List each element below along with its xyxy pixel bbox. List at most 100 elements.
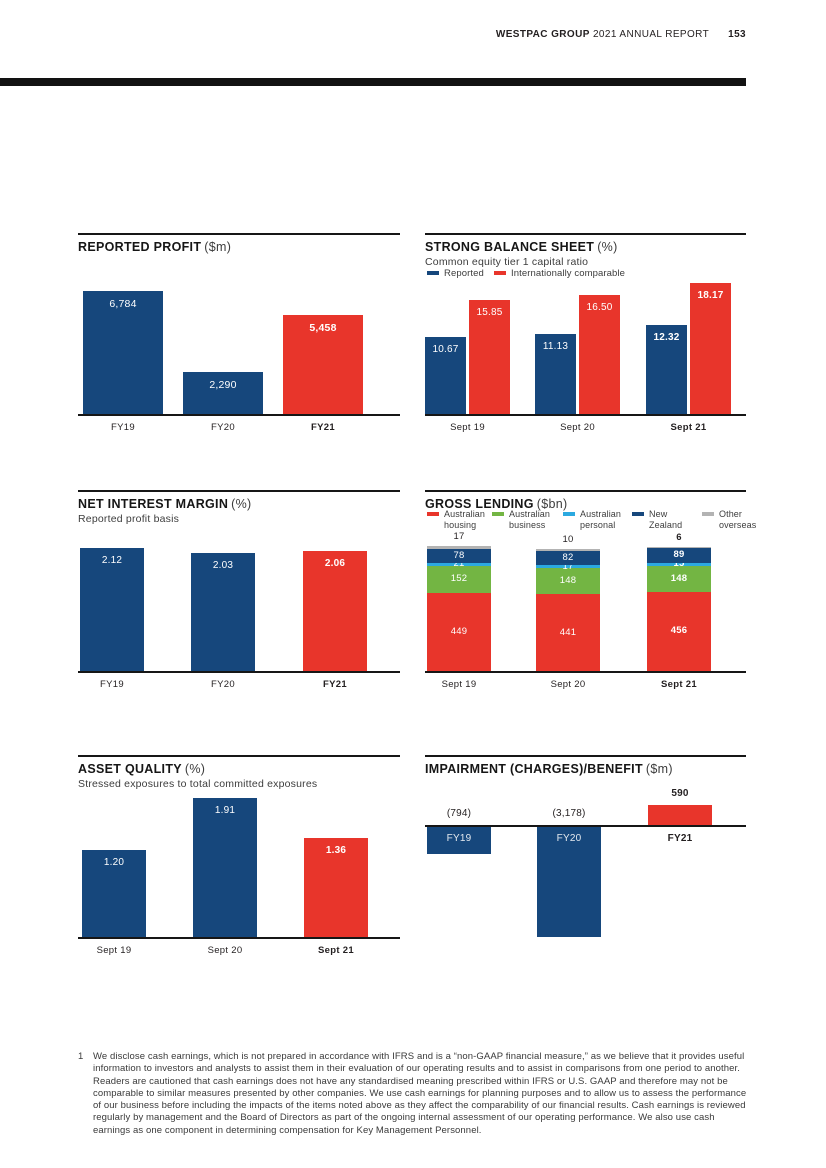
legend-label-line: personal [580,519,616,530]
legend-item: Reported [427,268,484,279]
x-axis-label: FY19 [100,679,124,690]
segment-value-label: 17 [453,531,465,542]
chart-title-text: ASSET QUALITY [78,762,182,776]
bar-segment-gray [427,546,491,549]
zero-axis-line [425,825,746,827]
chart-title-unit: ($m) [645,762,673,776]
x-axis-line [78,671,400,673]
legend-swatch-navy [632,512,644,516]
chart-title-text: NET INTEREST MARGIN [78,497,229,511]
category-label: FY21 [667,833,693,844]
chart-plot: 10.67 11.13 12.32 15.85 16.50 18.17 [425,283,746,414]
chart-subtitle: Stressed exposures to total committed ex… [78,778,318,790]
chart-plot: (794) FY19 (3,178) FY20 590 FY21 [425,787,746,937]
legend-item: Australian housing [427,509,485,530]
legend-item: Other overseas [702,509,756,530]
bar-sept-20 [193,798,257,937]
bar-segment-gray [536,549,600,552]
segment-value-label: 148 [559,575,577,587]
chart-title: NET INTEREST MARGIN (%) [78,497,400,511]
x-axis-label: Sept 20 [207,945,243,956]
legend-label: Other overseas [719,509,756,530]
bar-reported-sept-19 [425,337,466,414]
bar-segment-green [647,565,711,592]
bar-value-label: 18.17 [697,290,724,301]
chart-title-unit: (%) [184,762,206,776]
bar-value-label: 1.36 [325,845,347,857]
legend-label-line: Australian [580,509,622,519]
legend-label-line: Reported [444,268,484,279]
bar-reported-sept-20 [535,333,576,414]
segment-value-label: 89 [673,549,685,561]
bar-value-label: 16.50 [586,302,613,314]
bar-value-label: 15.85 [476,306,503,318]
chart-title-text: STRONG BALANCE SHEET [425,240,595,254]
page-header: WESTPAC GROUP 2021 ANNUAL REPORT 153 [496,29,746,40]
bar-segment-red [536,594,600,671]
bar-value-label: 2.03 [212,560,234,572]
bar-segment-cyan [536,565,600,569]
x-axis-label: FY21 [311,422,335,433]
chart-plot: 449 152 21 78 17 441 148 17 82 10 456 148 15 89 6 [425,531,746,671]
chart-title: ASSET QUALITY (%) [78,762,400,776]
page-number: 153 [728,29,746,40]
segment-value-label: 21 [453,558,465,570]
legend-label: Australian housing [444,509,485,530]
bar-internationally-comparable-sept-20 [579,295,620,414]
bar-segment-navy [427,548,491,563]
bar-fy19 [83,291,163,414]
bar-sept-21 [304,838,368,937]
chart-subtitle: Common equity tier 1 capital ratio [425,256,589,268]
bar-segment-green [427,566,491,593]
legend-label-line: Internationally comparable [511,268,626,279]
chart-title-unit: (%) [597,240,618,254]
chart-title-unit: ($m) [204,240,232,254]
chart-plot: 2.12 2.03 2.06 [78,548,400,671]
segment-value-label: 152 [450,573,468,585]
bar-fy19 [80,548,144,671]
chart-strong-balance-sheet: STRONG BALANCE SHEET (%) Common equity ti… [425,233,746,445]
bar-reported-sept-21 [646,325,687,414]
legend-label: Internationally comparable [511,268,625,279]
bar-fy21 [303,551,367,671]
bar-value-label: 2.06 [324,558,346,570]
bar-fy19 [427,827,491,855]
chart-gross-lending: GROSS LENDING ($bn) Australian housing Aust… [425,490,756,702]
chart-title: STRONG BALANCE SHEET (%) [425,240,746,254]
bar-value-label: (3,178) [552,808,586,819]
chart-title: IMPAIRMENT (CHARGES)/BENEFIT ($m) [425,762,746,776]
x-axis-line [425,671,746,673]
bar-value-label: 6,784 [109,298,137,310]
segment-value-label: 6 [676,531,682,543]
footnote: 1 We disclose cash earnings, which is no… [78,1051,748,1137]
segment-value-label: 78 [453,549,465,561]
x-axis-label: Sept 21 [670,422,707,433]
x-axis-label: FY21 [323,679,347,690]
chart-title: REPORTED PROFIT ($m) [78,240,400,254]
x-axis-label: Sept 19 [96,945,132,956]
bar-value-label: 2,290 [209,379,237,392]
segment-value-label: 456 [670,625,688,637]
chart-legend: Reported Internationally comparable [425,268,746,292]
segment-value-label: 449 [450,625,468,637]
segment-value-label: 441 [559,626,577,638]
chart-title-text: REPORTED PROFIT [78,240,202,254]
segment-value-label: 17 [562,560,574,572]
bar-value-label: 2.12 [101,555,123,566]
bar-internationally-comparable-sept-19 [469,299,510,414]
bar-fy20 [191,553,255,671]
legend-item: Australian personal [563,509,621,530]
legend-label-line: Australian [444,509,486,519]
segment-value-label: 82 [562,552,574,564]
legend-swatch-gray [702,512,714,516]
legend-swatch-red [427,512,439,516]
chart-title-unit: (%) [231,497,252,511]
bar-segment-navy [536,551,600,566]
chart-title: GROSS LENDING ($bn) [425,497,746,511]
x-axis-line [78,414,400,416]
category-label: FY20 [556,833,582,844]
x-axis-label: FY20 [211,422,235,433]
x-axis-label: FY19 [111,422,135,433]
bar-segment-red [427,592,491,671]
bar-segment-gray [647,546,711,548]
